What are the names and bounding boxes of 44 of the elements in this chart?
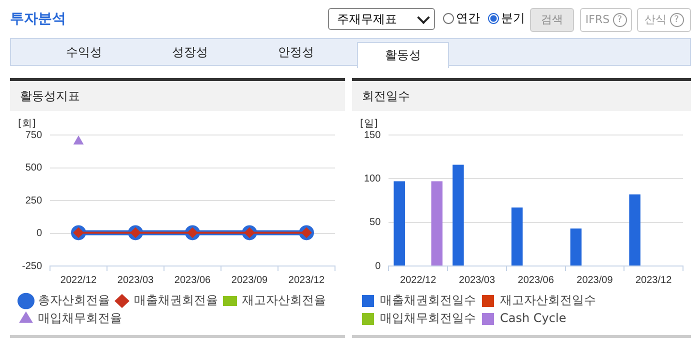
text: 검색 (530, 8, 574, 32)
x-tick-label: 2023/09 (576, 274, 614, 286)
text: 투자분석 (10, 10, 66, 28)
y-tick-label: 500 (25, 162, 42, 174)
y-tick-label: 750 (25, 130, 42, 141)
y-tick-label: 150 (364, 130, 382, 141)
legend-label: 재고자산회전율 (242, 293, 326, 308)
x-tick-label: 2022/12 (400, 274, 437, 286)
y-tick-label: 50 (370, 217, 382, 228)
legend-label: Cash Cycle (500, 311, 566, 326)
y-tick-label: 250 (25, 195, 42, 206)
x-tick-label: 2023/12 (635, 274, 672, 286)
y-axis-title: [회] (18, 118, 36, 130)
x-tick-label: 2023/06 (174, 274, 212, 286)
text: 안정성 (277, 44, 315, 61)
text: 활동성 (357, 42, 449, 68)
x-tick-label: 2023/03 (117, 274, 154, 286)
x-tick-label: 2023/09 (231, 274, 268, 286)
y-tick-label: 100 (364, 173, 382, 184)
y-axis-title: [일] (360, 118, 378, 130)
x-tick-label: 2023/06 (518, 274, 554, 286)
text: 주재무제표 (337, 12, 397, 26)
legend-label: 매출채권회전율 (134, 293, 218, 308)
legend-label: 재고자산회전일수 (500, 293, 596, 308)
chart-title: 활동성지표 (10, 81, 345, 111)
legend-label: 매입채무회전율 (38, 311, 122, 326)
x-tick-label: 2022/12 (60, 274, 98, 286)
legend-label: 총자산회전율 (38, 293, 110, 308)
x-tick-label: 2023/03 (458, 274, 496, 286)
chart-title: 회전일수 (352, 81, 691, 111)
y-tick-label: -250 (22, 260, 42, 272)
legend-label: 매입채무회전일수 (380, 311, 476, 326)
text: 연간 (456, 10, 480, 27)
help-icon: ? (670, 12, 684, 27)
x-tick-label: 2023/12 (288, 274, 326, 286)
text: 분기 (501, 10, 525, 27)
text: 산식 (644, 13, 666, 26)
text: 성장성 (171, 44, 209, 61)
text: 수익성 (65, 44, 103, 61)
y-tick-label: 0 (375, 260, 382, 272)
legend-label: 매출채권회전일수 (380, 293, 476, 308)
y-tick-label: 0 (36, 228, 42, 239)
help-icon: ? (612, 12, 627, 27)
text: IFRS (585, 13, 610, 26)
